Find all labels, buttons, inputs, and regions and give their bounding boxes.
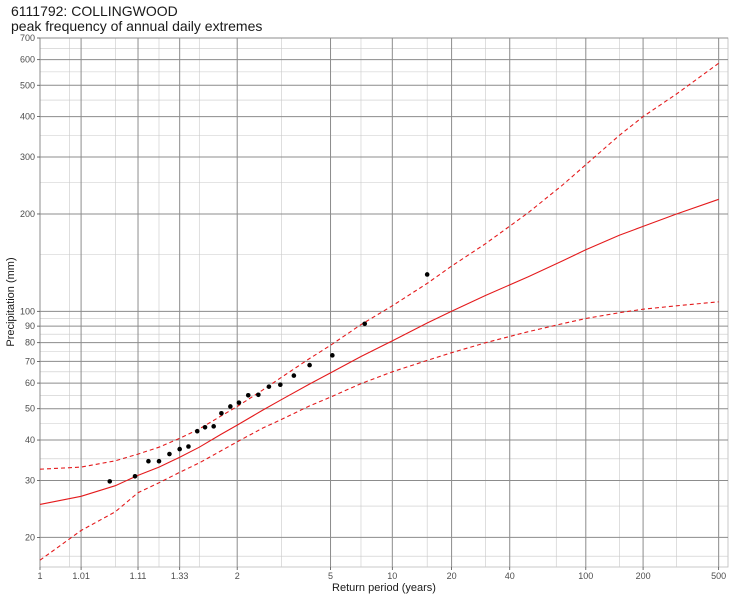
- x-tick-label: 2: [235, 571, 240, 581]
- data-point: [156, 458, 162, 464]
- y-axis-label: Precipitation (mm): [5, 257, 17, 347]
- data-point: [266, 384, 272, 389]
- data-point: [362, 321, 368, 327]
- x-tick-label: 5: [328, 571, 333, 581]
- data-point: [219, 410, 224, 416]
- y-tick-label: 90: [25, 321, 35, 331]
- x-axis-ticks: 1 1.01 1.11 1.33 2 5 10 20 40 100 200 500: [37, 567, 726, 581]
- grid-lines: [39, 37, 729, 568]
- data-point: [107, 479, 113, 484]
- x-tick-label: 10: [387, 571, 397, 581]
- y-tick-label: 200: [20, 209, 35, 219]
- y-tick-label: 60: [25, 378, 35, 388]
- y-tick-label: 30: [25, 475, 35, 485]
- x-tick-label: 100: [578, 571, 593, 581]
- upper-confidence-curve: [39, 62, 720, 470]
- y-tick-label: 20: [25, 532, 35, 542]
- data-point: [202, 424, 208, 430]
- fitted-curve: [39, 198, 719, 505]
- fit-lines: [39, 62, 720, 561]
- chart-subtitle: peak frequency of annual daily extremes: [11, 18, 263, 34]
- chart-title: 6111792: COLLINGWOOD: [11, 3, 178, 19]
- x-tick-label: 1: [37, 571, 42, 581]
- data-point: [256, 392, 261, 398]
- y-tick-label: 40: [25, 435, 35, 445]
- data-point: [307, 362, 312, 368]
- data-point: [177, 446, 182, 452]
- data-point: [167, 451, 172, 457]
- data-point: [146, 458, 151, 464]
- data-point: [132, 473, 138, 479]
- y-axis-ticks: 20 30 40 50 60 70 80 90 100 200 300 400 500 600 700: [20, 33, 40, 542]
- y-tick-label: 400: [20, 112, 35, 122]
- y-tick-label: 600: [20, 55, 35, 65]
- data-point: [228, 404, 233, 409]
- plot-frame: [39, 37, 729, 568]
- x-tick-label: 20: [447, 571, 457, 581]
- data-point: [186, 444, 191, 449]
- x-axis-label: Return period (years): [332, 582, 436, 594]
- data-points: [107, 272, 430, 484]
- x-tick-label: 500: [711, 571, 726, 581]
- y-tick-label: 300: [20, 152, 35, 162]
- y-tick-label: 70: [25, 356, 35, 366]
- y-tick-label: 700: [20, 33, 35, 43]
- y-tick-label: 100: [20, 306, 35, 316]
- x-tick-label: 1.11: [130, 571, 147, 581]
- data-point: [291, 373, 297, 378]
- x-tick-label: 40: [505, 571, 515, 581]
- data-point: [236, 400, 242, 405]
- x-tick-label: 1.33: [171, 571, 189, 581]
- data-point: [194, 428, 200, 434]
- data-point: [424, 272, 430, 277]
- data-point: [211, 424, 216, 429]
- y-tick-label: 50: [25, 404, 35, 414]
- x-tick-label: 1.01: [72, 571, 90, 581]
- y-tick-label: 500: [20, 80, 35, 90]
- data-point: [330, 353, 335, 358]
- x-tick-label: 200: [636, 571, 651, 581]
- lower-confidence-curve: [39, 301, 719, 561]
- data-point: [278, 382, 283, 388]
- data-point: [245, 393, 251, 398]
- y-tick-label: 80: [25, 338, 35, 348]
